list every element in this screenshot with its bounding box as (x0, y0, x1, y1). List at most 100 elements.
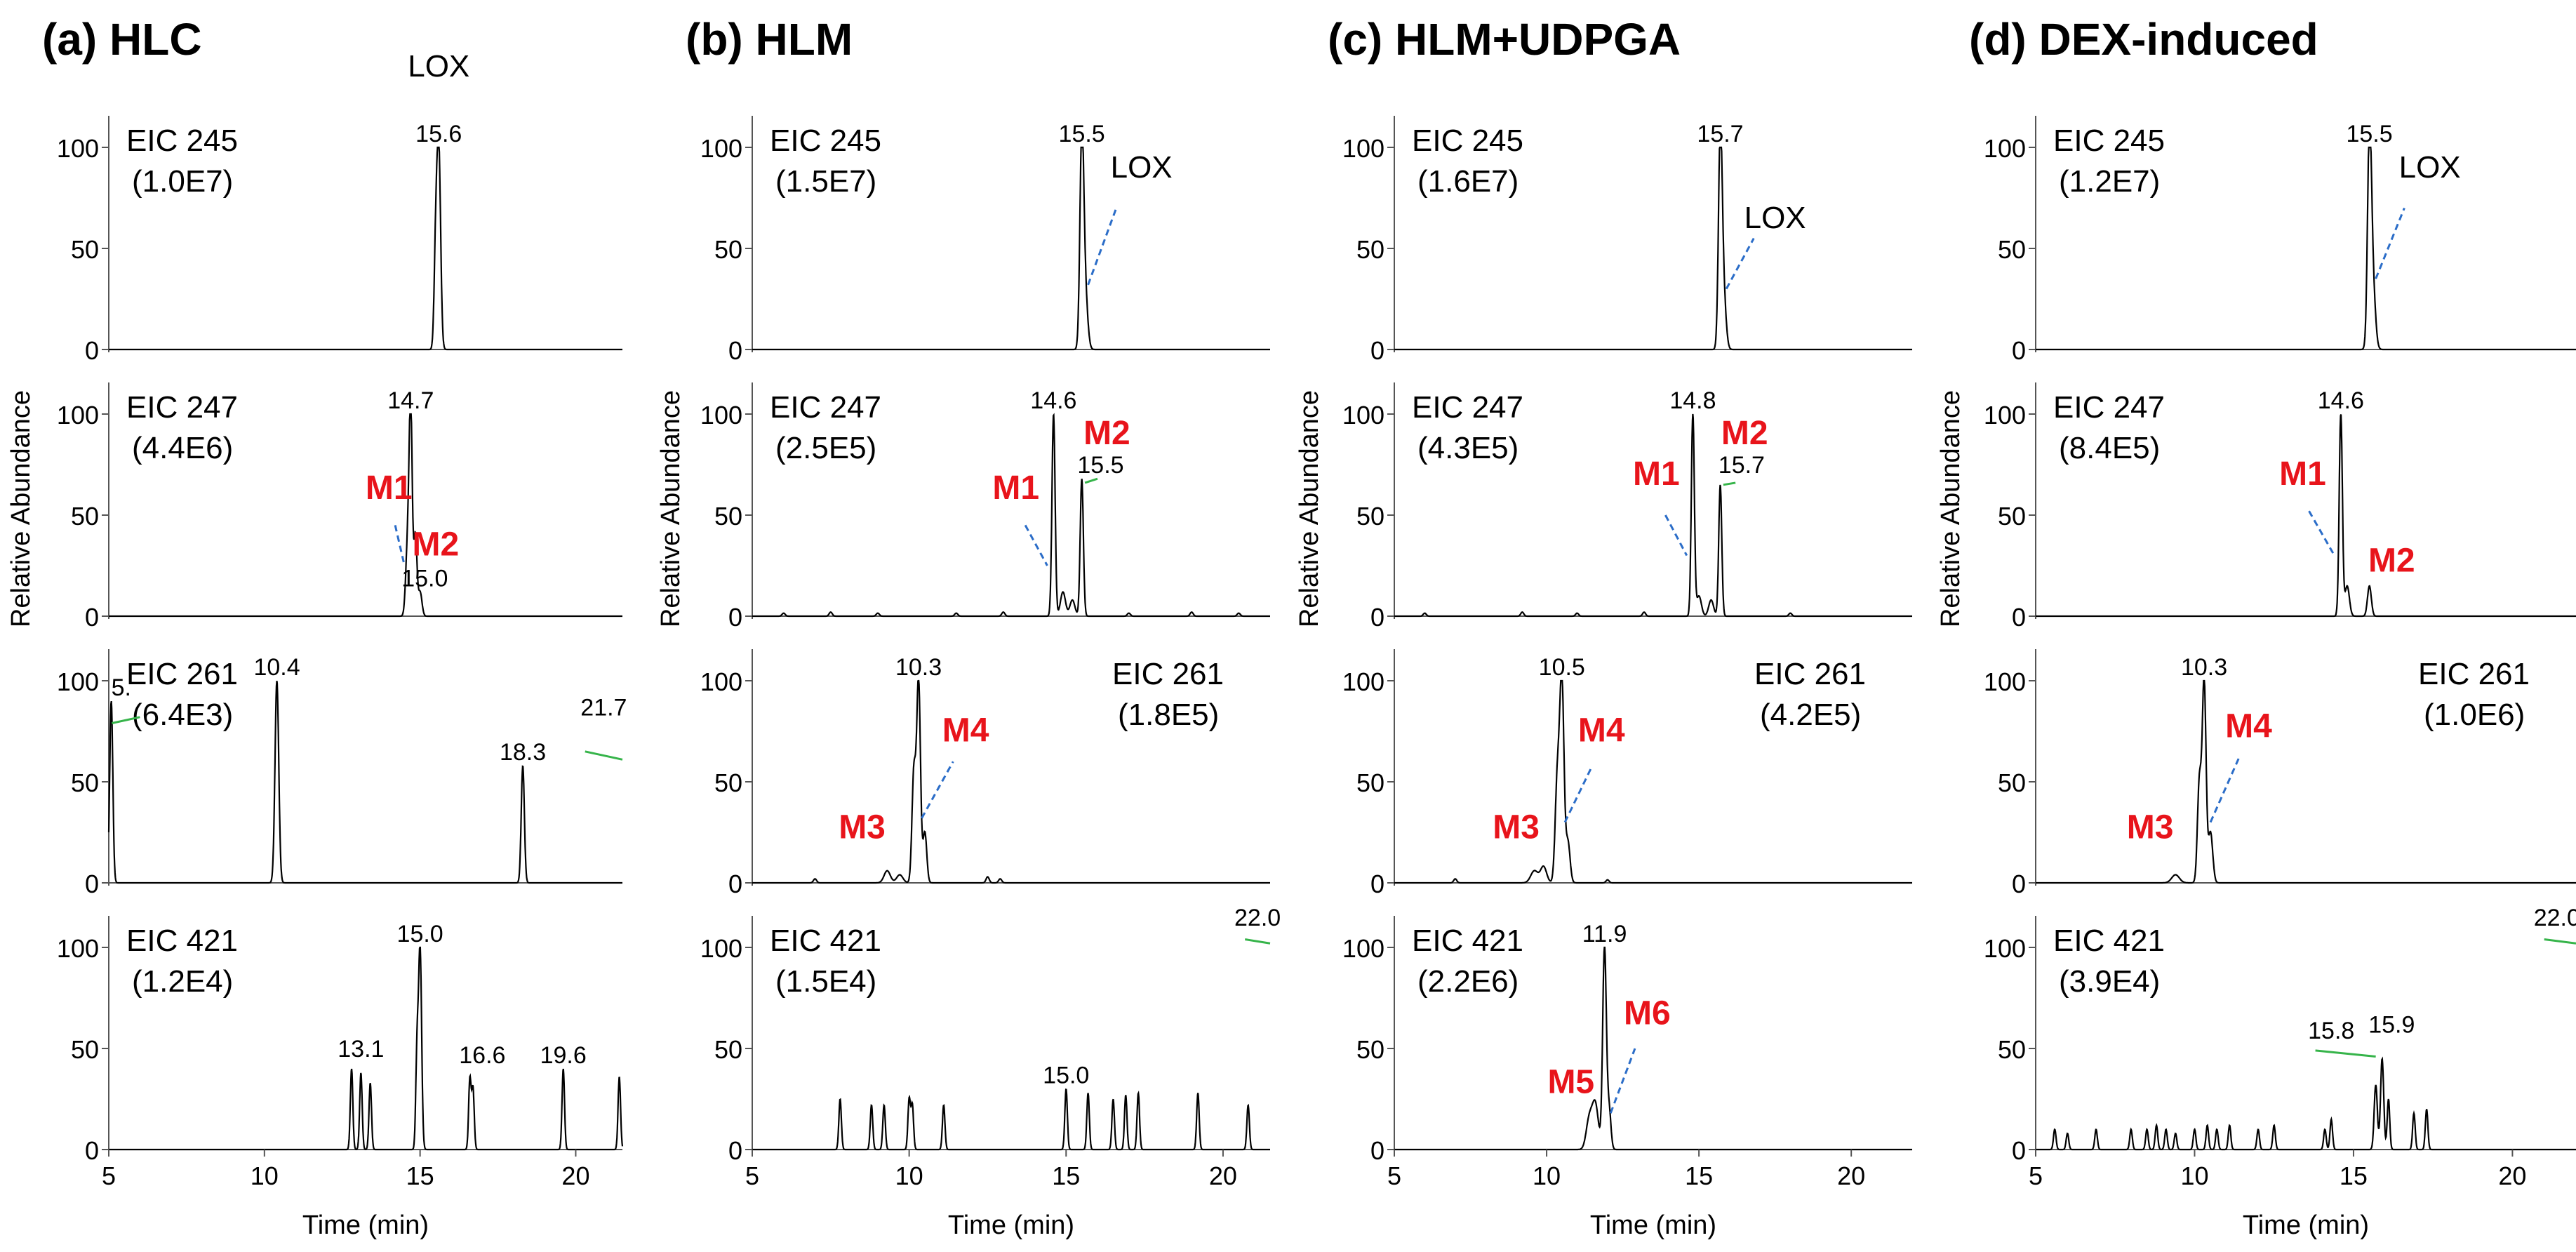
y-tick-label: 0 (85, 336, 99, 365)
eic-intensity: (1.6E7) (1417, 164, 1519, 199)
peak-label: 19.6 (540, 1042, 587, 1069)
y-tick-label: 100 (1984, 667, 2026, 696)
y-tick-label: 100 (1342, 134, 1384, 163)
chromatogram-trace (1394, 946, 1912, 1151)
leader-line (1084, 477, 1098, 484)
panel-eic-247: 0 50 100 EIC 247 (4.4E6) 14.7 15.0 M1 M2 (57, 382, 622, 632)
leader-line (1723, 481, 1736, 486)
peak-label: 15.0 (1043, 1063, 1089, 1089)
x-axis-title: Time (min) (2243, 1211, 2369, 1240)
y-tick-label: 0 (2012, 603, 2026, 632)
chromatogram-trace (1394, 146, 1912, 351)
lox-label: LOX (1744, 201, 1806, 235)
y-tick-label: 0 (2012, 870, 2026, 898)
peak-label: 13.1 (338, 1036, 384, 1063)
x-tick-label: 20 (1837, 1161, 1865, 1190)
y-tick-label: 100 (700, 934, 742, 963)
x-axis-title: Time (min) (302, 1211, 429, 1240)
metabolite-label: M3 (2127, 809, 2174, 846)
eic-intensity: (8.4E5) (2059, 431, 2160, 465)
leader-line (921, 761, 954, 819)
y-tick-label: 0 (2012, 336, 2026, 365)
panel-eic-261: 0 50 100 EIC 261 (1.0E6) 10.3 M3 M4 (1984, 649, 2576, 898)
x-tick-label: 5 (1387, 1161, 1401, 1190)
y-tick-label: 0 (85, 870, 99, 898)
y-tick-label: 100 (1984, 401, 2026, 429)
column-title: (b) HLM (686, 14, 853, 65)
y-tick-label: 0 (728, 1136, 742, 1165)
peak-label: 5. (112, 674, 131, 701)
metabolite-label: M4 (2225, 708, 2272, 745)
x-tick-label: 10 (895, 1161, 923, 1190)
y-tick-label: 0 (728, 870, 742, 898)
peak-label: 15.0 (401, 565, 448, 592)
eic-intensity: (1.2E4) (132, 964, 233, 999)
metabolite-label: M6 (1624, 994, 1671, 1032)
x-tick-label: 15 (406, 1161, 434, 1190)
y-tick-label: 50 (71, 235, 99, 264)
column-title: (a) HLC (42, 14, 202, 65)
y-tick-label: 0 (728, 336, 742, 365)
x-tick-label: 10 (251, 1161, 279, 1190)
y-tick-label: 50 (1356, 502, 1384, 531)
y-tick-label: 0 (1370, 1136, 1384, 1165)
panel-eic-245: 0 50 100 EIC 245 (1.6E7) 15.7 LOX (1342, 116, 1912, 365)
y-tick-label: 100 (700, 134, 742, 163)
metabolite-label: M1 (2279, 455, 2326, 493)
chromatogram-trace (109, 413, 622, 618)
panel-eic-245: 0 50 100 EIC 245 (1.0E7) 15.6 LOX (57, 49, 622, 365)
leader-line (2308, 510, 2336, 557)
chromatogram-trace (2036, 1056, 2576, 1151)
panel-eic-261: 0 50 100 EIC 261 (4.2E5) 10.5 M3 M4 (1342, 649, 1912, 898)
leader-line (112, 716, 140, 724)
y-tick-label: 50 (71, 1035, 99, 1064)
eic-intensity: (4.3E5) (1417, 431, 1519, 465)
eic-intensity: (1.0E6) (2424, 698, 2525, 732)
chromatogram-trace (1394, 413, 1912, 618)
panel-eic-261: 0 50 100 EIC 261 (1.8E5) 10.3 M3 M4 (700, 649, 1270, 898)
peak-label: 15.8 (2308, 1018, 2354, 1044)
panel-eic-421: 0 50 100 EIC 421 (1.5E4) 15.0 22.0 (700, 905, 1281, 1165)
chromatogram-trace (752, 679, 1270, 884)
y-tick-label: 50 (1998, 1035, 2026, 1064)
metabolite-label: M3 (1493, 809, 1540, 846)
y-tick-label: 100 (700, 667, 742, 696)
x-tick-label: 20 (1209, 1161, 1237, 1190)
eic-label: EIC 421 (2053, 924, 2165, 958)
peak-label: 15.5 (2346, 121, 2392, 147)
leader-line (1087, 207, 1118, 286)
eic-intensity: (1.5E7) (775, 164, 876, 199)
y-tick-label: 100 (57, 134, 99, 163)
panel-eic-261: 0 50 100 EIC 261 (6.4E3)5. 10.4 18.3 21.7 (57, 649, 627, 898)
eic-label: EIC 261 (126, 657, 238, 691)
y-tick-label: 0 (85, 603, 99, 632)
metabolite-label: M5 (1547, 1063, 1594, 1100)
leader-line (1024, 524, 1048, 566)
y-tick-label: 0 (1370, 603, 1384, 632)
x-tick-label: 5 (2029, 1161, 2043, 1190)
x-axis-title: Time (min) (948, 1211, 1074, 1240)
y-tick-label: 50 (1998, 502, 2026, 531)
eic-label: EIC 261 (2418, 657, 2530, 691)
leader-line (1725, 237, 1755, 290)
y-tick-label: 50 (1356, 235, 1384, 264)
metabolite-label: M1 (992, 470, 1039, 507)
panel-eic-421: 0 50 100 EIC 421 (1.2E4) 13.1 15.0 16.6 19.6 (57, 916, 624, 1165)
leader-line (2544, 938, 2576, 945)
leader-line (1244, 938, 1271, 945)
y-tick-label: 50 (1356, 1035, 1384, 1064)
eic-intensity: (2.2E6) (1417, 964, 1519, 999)
chromatogram-trace (2036, 414, 2576, 618)
metabolite-label: M1 (1633, 455, 1680, 493)
x-axis-title: Time (min) (1590, 1211, 1716, 1240)
y-tick-label: 100 (1342, 934, 1384, 963)
peak-label: 15.7 (1719, 452, 1765, 479)
peak-label: 14.6 (2318, 387, 2364, 414)
y-tick-label: 50 (1998, 768, 2026, 797)
chromatogram-trace (752, 1088, 1270, 1151)
x-tick-label: 5 (102, 1161, 116, 1190)
peak-label: 18.3 (500, 739, 546, 766)
